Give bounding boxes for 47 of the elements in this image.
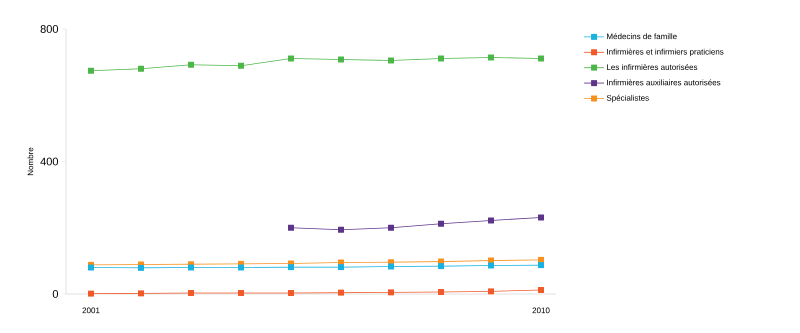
point [488, 262, 494, 269]
point [138, 264, 144, 271]
y-tick-label: 400 [40, 158, 58, 166]
legend-label: Infirmières et infirmiers praticiens [607, 48, 724, 56]
point [488, 288, 494, 294]
y-tick-label: 800 [40, 25, 58, 33]
point [538, 214, 544, 220]
point [438, 220, 444, 227]
point [238, 264, 244, 271]
point [188, 62, 194, 68]
point [338, 226, 344, 233]
legend-label: Infirmières auxiliaires autorisées [607, 79, 720, 86]
x-tick-label: 2001 [82, 308, 100, 314]
x-tick-label: 2010 [532, 308, 550, 314]
point [188, 290, 194, 296]
point [338, 264, 344, 270]
point [338, 290, 344, 296]
point [138, 290, 144, 296]
point [388, 57, 394, 64]
point [238, 290, 244, 296]
point [488, 217, 494, 224]
point [288, 290, 294, 296]
point [138, 66, 144, 72]
point [338, 56, 344, 62]
point [538, 287, 544, 294]
point [88, 68, 94, 74]
point [288, 55, 294, 62]
point [488, 54, 494, 60]
legend-label: Médecins de famille [607, 33, 677, 40]
point [538, 55, 544, 62]
point [388, 289, 394, 296]
point [438, 263, 444, 270]
point [188, 264, 194, 271]
point [288, 264, 294, 270]
point [88, 290, 94, 297]
legend-label: Les infirmières autorisées [607, 64, 698, 70]
point [388, 264, 394, 270]
point [438, 55, 444, 62]
point [238, 62, 244, 69]
point [438, 289, 444, 296]
y-axis-title: Nombre [27, 148, 34, 176]
point [88, 264, 94, 271]
legend-label: Spécialistes [606, 94, 649, 102]
point [388, 224, 394, 231]
point [538, 262, 544, 268]
y-tick-label: 0 [52, 290, 58, 298]
point [288, 224, 294, 231]
